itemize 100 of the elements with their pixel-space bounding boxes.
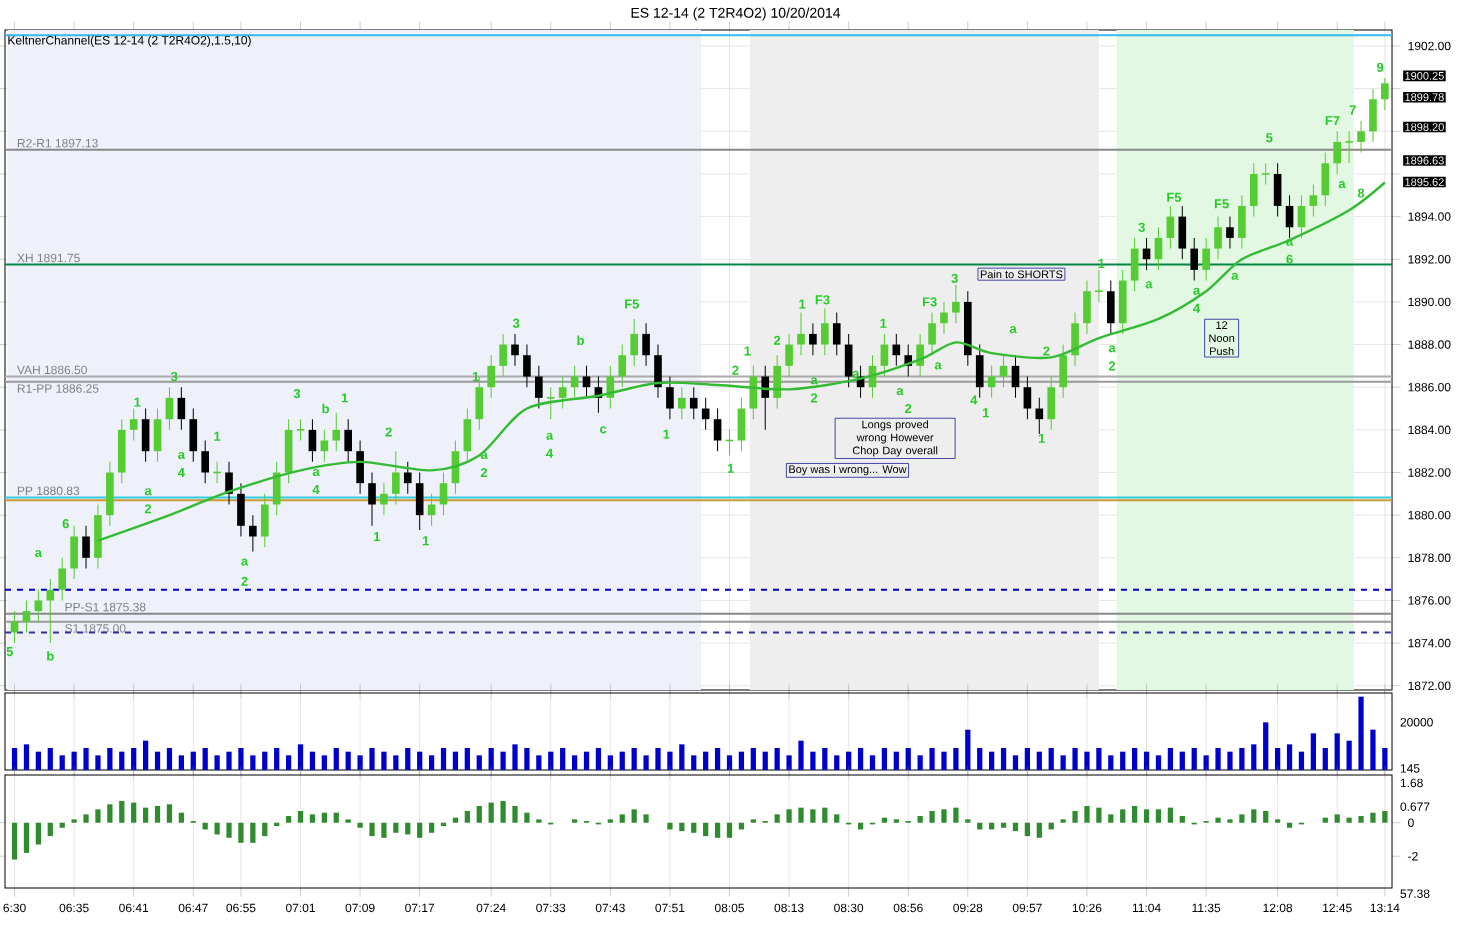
ref-line-label: PP 1880.83 <box>17 486 80 496</box>
bar <box>214 822 220 835</box>
candlestick <box>129 408 138 442</box>
bar <box>357 822 363 828</box>
x-tick-label: 06:41 <box>119 903 149 913</box>
bar <box>476 805 482 823</box>
candlestick <box>499 333 507 378</box>
bar <box>166 804 173 823</box>
candlestick <box>916 333 924 378</box>
candlestick <box>82 525 90 569</box>
candlestick <box>58 557 67 601</box>
annotation: 2 <box>1043 346 1050 356</box>
bar <box>417 751 423 771</box>
bar <box>679 744 685 771</box>
bar <box>11 822 18 860</box>
bar <box>107 748 113 771</box>
bar <box>274 748 280 771</box>
candlestick <box>1309 184 1318 218</box>
text: 1896.63 <box>1405 156 1444 165</box>
bar <box>524 812 530 823</box>
annotation: 6 <box>1286 254 1293 264</box>
bar <box>488 748 494 771</box>
bar <box>262 751 268 771</box>
bar <box>512 744 518 771</box>
bar <box>643 814 649 823</box>
bar <box>1072 811 1078 823</box>
bar <box>1120 809 1126 823</box>
bar <box>452 751 459 771</box>
x-tick-label: 08:30 <box>834 903 864 913</box>
annotation: 1 <box>982 408 989 418</box>
bar <box>1275 819 1281 823</box>
y-tick-label: -2 <box>1408 852 1418 861</box>
bar <box>226 822 232 838</box>
candlestick <box>392 450 400 505</box>
bar <box>524 748 530 771</box>
annotation: 4 <box>546 448 554 458</box>
bar <box>977 748 983 771</box>
candlestick <box>940 301 948 335</box>
bar <box>846 751 852 771</box>
chart-title: ES 12-14 (2 T2R4O2) 10/20/2014 <box>631 7 841 21</box>
bar <box>500 800 506 823</box>
bar <box>393 755 399 771</box>
y-tick-label: 1902.00 <box>1408 41 1451 51</box>
bar <box>1000 748 1007 771</box>
candlestick <box>308 418 317 463</box>
annotation: 2 <box>241 576 248 586</box>
x-tick-label: 07:51 <box>655 903 685 913</box>
bar <box>23 822 30 853</box>
x-tick-label: 07:24 <box>476 903 506 913</box>
x-tick-label: 07:09 <box>345 903 375 913</box>
candlestick <box>249 514 257 552</box>
bar <box>107 804 113 823</box>
annotation: a <box>1009 326 1017 334</box>
annotation: 12 Noon Push <box>1209 321 1235 356</box>
candlestick <box>1333 130 1342 175</box>
bar <box>428 822 435 833</box>
text: 1.68 <box>1400 778 1423 788</box>
candlestick <box>511 333 519 367</box>
bar <box>1167 807 1173 823</box>
annotation: F3 <box>815 295 830 305</box>
y-tick-label: 1892.00 <box>1408 255 1451 264</box>
annotation: 3 <box>951 273 958 284</box>
x-tick-label: 12:08 <box>1263 903 1293 913</box>
text: 1898.20 <box>1405 123 1444 131</box>
bar <box>631 748 637 771</box>
bar <box>679 822 685 832</box>
bar <box>238 822 244 843</box>
bar <box>1358 816 1364 823</box>
bar <box>417 822 423 838</box>
annotation: b <box>47 651 54 661</box>
annotation: a <box>810 377 818 385</box>
x-tick-label: 11:04 <box>1132 903 1161 913</box>
candlestick <box>22 599 31 633</box>
bar <box>178 755 184 771</box>
bar <box>905 748 911 771</box>
bar <box>1096 807 1102 823</box>
bar <box>691 822 697 833</box>
bar <box>1251 809 1257 823</box>
candlestick <box>177 386 186 431</box>
bar <box>929 748 935 771</box>
annotation: c <box>600 426 607 434</box>
candlestick <box>713 408 722 452</box>
bar <box>1370 812 1376 823</box>
bar <box>619 751 625 771</box>
bar <box>786 809 792 823</box>
ref-line-label: VAH 1886.50 <box>17 365 87 375</box>
x-tick-label: 08:05 <box>714 903 745 913</box>
annotation: 4 <box>177 468 185 477</box>
bar <box>965 729 971 771</box>
annotation: 1 <box>663 429 670 439</box>
y-tick-label: 1890.00 <box>1408 297 1451 307</box>
candlestick <box>1226 216 1234 250</box>
bar <box>714 748 721 771</box>
bar <box>262 822 268 837</box>
candlestick <box>1285 194 1294 239</box>
bar <box>881 817 888 823</box>
bar <box>703 822 709 837</box>
bar <box>488 802 494 823</box>
bar <box>691 755 697 771</box>
bar <box>440 748 447 771</box>
